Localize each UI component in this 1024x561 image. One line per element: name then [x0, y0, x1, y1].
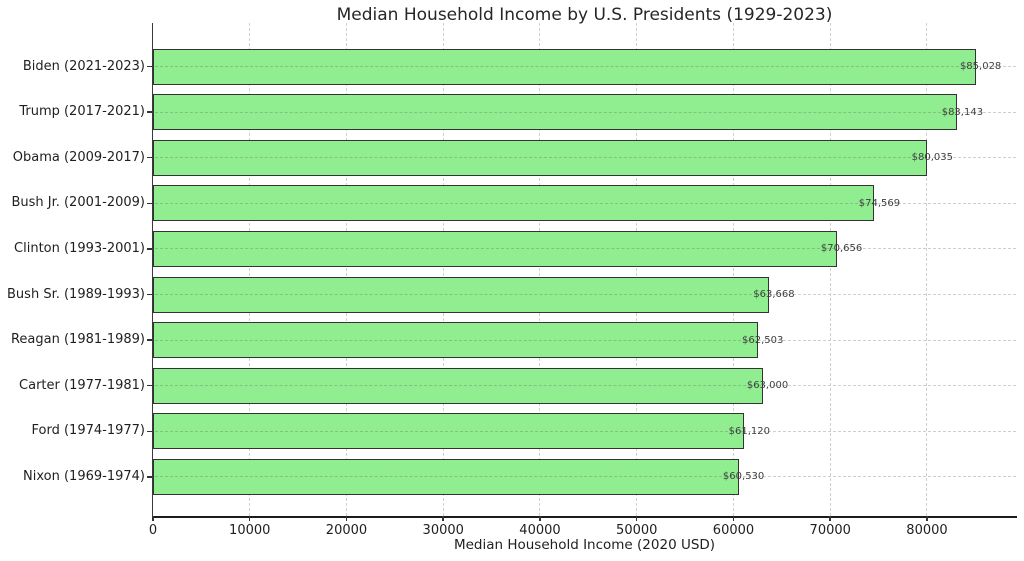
- y-tick-mark: [147, 293, 152, 296]
- y-tick-label: Trump (2017-2021): [19, 104, 145, 120]
- x-tick-mark: [539, 516, 541, 521]
- bar: [153, 230, 837, 267]
- grid-line-overlay: [154, 339, 757, 341]
- y-tick-mark: [147, 111, 152, 113]
- x-tick-label: 10000: [229, 523, 271, 538]
- grid-line-overlay: [154, 476, 738, 478]
- y-tick-mark: [147, 476, 152, 478]
- y-tick-label: Bush Jr. (2001-2009): [11, 195, 145, 211]
- y-tick-mark: [147, 248, 152, 250]
- grid-line-overlay: [154, 202, 873, 204]
- y-tick-label: Bush Sr. (1989-1993): [7, 286, 145, 302]
- grid-line-vertical: [926, 23, 928, 516]
- bar: [153, 276, 769, 313]
- bar: [153, 413, 745, 450]
- grid-line-vertical: [442, 23, 444, 516]
- y-tick-label: Nixon (1969-1974): [23, 468, 145, 484]
- x-tick-label: 0: [148, 523, 158, 538]
- grid-line-overlay: [154, 111, 956, 113]
- y-tick-mark: [147, 65, 152, 68]
- x-tick-mark: [635, 516, 638, 521]
- bar-value-label: $80,035: [911, 152, 953, 164]
- x-axis-spine: [151, 516, 1017, 518]
- y-tick-label: Biden (2021-2023): [22, 58, 145, 74]
- grid-line-vertical: [829, 23, 831, 516]
- plot-area: 0 10000 20000 30000 40000 50000 60000 70000 8000…: [7, 23, 1017, 538]
- y-tick-label: Ford (1974-1977): [31, 423, 145, 439]
- bar: [153, 94, 958, 131]
- y-tick-label: Obama (2009-2017): [12, 149, 145, 165]
- bar: [153, 458, 739, 495]
- x-tick-mark: [829, 516, 831, 521]
- grid-line-vertical: [249, 23, 251, 516]
- y-axis-spine: [151, 23, 153, 518]
- x-tick-mark: [442, 516, 444, 521]
- x-tick-label: 50000: [616, 523, 658, 538]
- x-tick-label: 30000: [422, 523, 464, 538]
- bar-value-label: $74,569: [858, 197, 901, 209]
- y-tick-mark: [147, 202, 152, 205]
- x-tick-mark: [732, 516, 735, 521]
- bar-value-label: $83,143: [941, 106, 984, 118]
- grid-line-overlay: [154, 294, 768, 295]
- y-tick-mark: [147, 384, 152, 387]
- grid-line-vertical: [732, 23, 734, 516]
- grid-line-overlay: [154, 430, 743, 432]
- bar: [153, 48, 976, 85]
- x-tick-mark: [248, 516, 251, 521]
- y-tick-mark: [147, 430, 152, 433]
- x-tick-mark: [926, 516, 928, 521]
- grid-line-vertical: [345, 23, 347, 516]
- bar-value-label: $61,120: [728, 425, 770, 437]
- x-tick-mark: [345, 516, 348, 521]
- bar: [153, 367, 763, 404]
- x-axis-label: Median Household Income (2020 USD): [453, 537, 716, 553]
- grid-line-overlay: [154, 385, 762, 387]
- y-tick-label: Clinton (1993-2001): [14, 240, 145, 256]
- bar-value-label: $85,028: [959, 61, 1002, 72]
- grid-line-overlay: [154, 66, 975, 67]
- bar-value-label: $62,503: [742, 334, 784, 346]
- bar-value-label: $63,000: [746, 380, 789, 392]
- y-tick-label: Carter (1977-1981): [19, 377, 145, 393]
- grid-line-vertical: [539, 23, 541, 516]
- x-tick-label: 80000: [906, 523, 948, 538]
- x-tick-mark: [152, 516, 154, 521]
- grid-line-overlay: [154, 157, 926, 159]
- y-tick-label: Reagan (1981-1989): [10, 332, 145, 348]
- grid-line-vertical: [636, 23, 638, 516]
- x-tick-label: 40000: [519, 523, 561, 538]
- y-tick-mark: [147, 156, 152, 159]
- bar: [153, 185, 875, 222]
- x-tick-label: 60000: [712, 523, 755, 538]
- bar-value-label: $70,656: [820, 243, 863, 255]
- bar: [153, 322, 758, 359]
- x-tick-label: 70000: [809, 523, 851, 538]
- y-tick-mark: [147, 339, 152, 341]
- x-tick-label: 20000: [325, 523, 368, 538]
- grid-line-overlay: [154, 248, 836, 250]
- bar-value-label: $63,668: [753, 289, 795, 300]
- bar: [153, 139, 928, 176]
- bar-value-label: $60,530: [722, 471, 765, 483]
- chart-title: Median Household Income by U.S. Presiden…: [336, 5, 833, 25]
